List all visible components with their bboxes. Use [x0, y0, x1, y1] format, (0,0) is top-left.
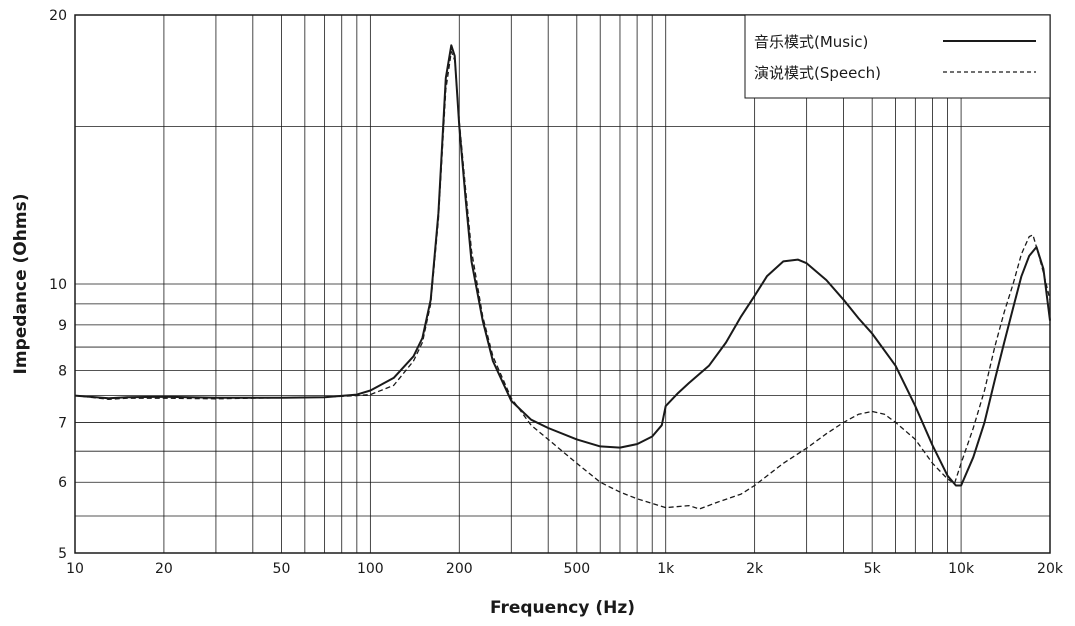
- y-tick-label: 9: [58, 318, 67, 334]
- y-tick-label: 7: [58, 415, 67, 431]
- x-tick-label: 500: [563, 561, 590, 577]
- legend-label-speech: 演说模式(Speech): [754, 64, 881, 82]
- legend-label-music: 音乐模式(Music): [754, 33, 868, 51]
- x-tick-label: 20k: [1037, 561, 1064, 577]
- y-tick-label: 8: [58, 364, 67, 380]
- y-tick-label: 20: [49, 8, 67, 24]
- series-music-line: [74, 44, 1051, 487]
- x-tick-label: 10k: [948, 561, 975, 577]
- y-tick-labels: 5 6 7 8 9 10 20: [49, 8, 67, 562]
- x-tick-label: 200: [446, 561, 473, 577]
- x-tick-label: 5k: [864, 561, 882, 577]
- y-tick-label: 10: [49, 277, 67, 293]
- plot-frame: [74, 14, 1051, 554]
- y-tick-label: 6: [58, 475, 67, 491]
- legend: 音乐模式(Music) 演说模式(Speech): [744, 14, 1051, 99]
- grid: [75, 15, 1050, 553]
- x-tick-label: 20: [155, 561, 173, 577]
- y-tick-label: 5: [58, 546, 67, 562]
- x-tick-labels: 10 20 50 100 200 500 1k 2k 5k 10k 20k: [66, 561, 1064, 577]
- x-tick-label: 100: [357, 561, 384, 577]
- x-tick-label: 50: [273, 561, 291, 577]
- series-lines: [74, 44, 1051, 510]
- x-tick-label: 2k: [746, 561, 764, 577]
- legend-box: [744, 14, 1051, 99]
- x-tick-label: 1k: [657, 561, 675, 577]
- x-tick-label: 10: [66, 561, 84, 577]
- x-axis-title: Frequency (Hz): [490, 598, 635, 618]
- y-axis-title: Impedance (Ohms): [11, 194, 31, 375]
